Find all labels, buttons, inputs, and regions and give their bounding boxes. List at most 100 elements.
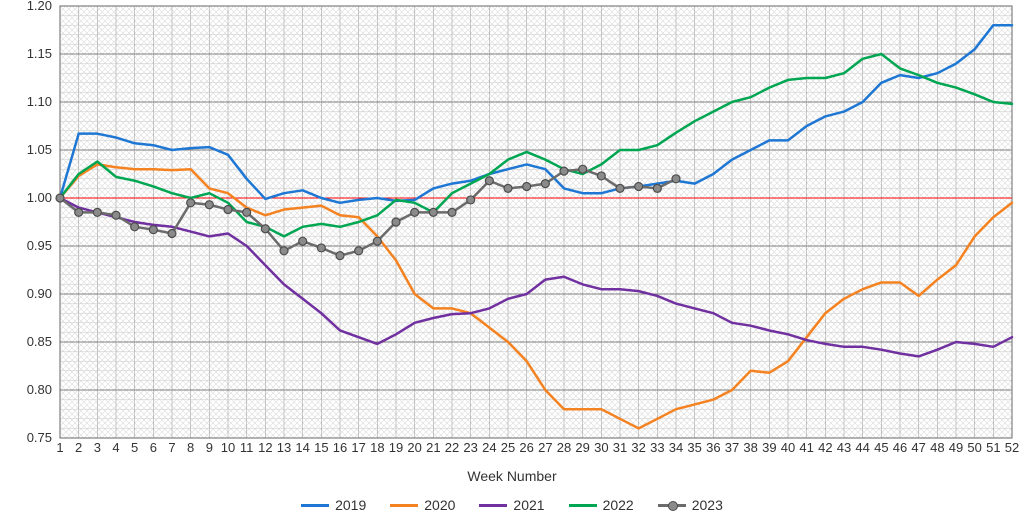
- series-marker-2023: [392, 218, 400, 226]
- svg-text:15: 15: [314, 440, 328, 455]
- series-marker-2023: [317, 244, 325, 252]
- svg-text:45: 45: [874, 440, 888, 455]
- series-marker-2023: [131, 223, 139, 231]
- svg-text:12: 12: [258, 440, 272, 455]
- series-marker-2023: [112, 211, 120, 219]
- svg-text:17: 17: [351, 440, 365, 455]
- svg-text:40: 40: [781, 440, 795, 455]
- series-marker-2023: [355, 247, 363, 255]
- svg-text:31: 31: [613, 440, 627, 455]
- svg-text:11: 11: [240, 440, 254, 455]
- legend-label: 2021: [513, 497, 544, 513]
- series-marker-2023: [597, 172, 605, 180]
- svg-text:42: 42: [818, 440, 832, 455]
- svg-text:16: 16: [333, 440, 347, 455]
- series-marker-2023: [75, 208, 83, 216]
- series-marker-2023: [635, 182, 643, 190]
- svg-text:52: 52: [1005, 440, 1019, 455]
- svg-text:0.75: 0.75: [27, 430, 52, 445]
- svg-text:43: 43: [837, 440, 851, 455]
- svg-text:4: 4: [112, 440, 119, 455]
- svg-text:27: 27: [538, 440, 552, 455]
- legend-label: 2020: [424, 497, 455, 513]
- x-axis-title: Week Number: [0, 468, 1024, 484]
- series-marker-2023: [411, 208, 419, 216]
- legend-label: 2019: [335, 497, 366, 513]
- svg-text:35: 35: [687, 440, 701, 455]
- svg-text:47: 47: [911, 440, 925, 455]
- svg-text:0.90: 0.90: [27, 286, 52, 301]
- svg-text:18: 18: [370, 440, 384, 455]
- legend-item-2019: 2019: [301, 497, 366, 513]
- legend: 2019 2020 2021 2022 2023: [0, 496, 1024, 513]
- svg-text:28: 28: [557, 440, 571, 455]
- svg-text:21: 21: [426, 440, 440, 455]
- svg-text:8: 8: [187, 440, 194, 455]
- svg-text:1.15: 1.15: [27, 46, 52, 61]
- series-marker-2023: [299, 237, 307, 245]
- line-chart: 0.750.800.850.900.951.001.051.101.151.20…: [0, 0, 1024, 517]
- series-marker-2023: [616, 184, 624, 192]
- series-marker-2023: [56, 194, 64, 202]
- series-marker-2023: [149, 226, 157, 234]
- svg-text:1.10: 1.10: [27, 94, 52, 109]
- svg-text:9: 9: [206, 440, 213, 455]
- svg-text:41: 41: [799, 440, 813, 455]
- series-marker-2023: [205, 201, 213, 209]
- series-marker-2023: [448, 208, 456, 216]
- series-marker-2023: [261, 225, 269, 233]
- series-marker-2023: [579, 165, 587, 173]
- svg-text:3: 3: [94, 440, 101, 455]
- svg-text:20: 20: [407, 440, 421, 455]
- svg-text:5: 5: [131, 440, 138, 455]
- svg-text:30: 30: [594, 440, 608, 455]
- svg-text:1.05: 1.05: [27, 142, 52, 157]
- svg-text:29: 29: [575, 440, 589, 455]
- series-marker-2023: [373, 237, 381, 245]
- legend-label: 2022: [603, 497, 634, 513]
- svg-text:22: 22: [445, 440, 459, 455]
- series-marker-2023: [560, 167, 568, 175]
- svg-text:26: 26: [519, 440, 533, 455]
- svg-text:44: 44: [855, 440, 869, 455]
- svg-text:1: 1: [56, 440, 63, 455]
- series-marker-2023: [243, 208, 251, 216]
- svg-text:14: 14: [295, 440, 309, 455]
- legend-item-2023: 2023: [658, 497, 723, 513]
- series-marker-2023: [467, 196, 475, 204]
- chart-container: 0.750.800.850.900.951.001.051.101.151.20…: [0, 0, 1024, 517]
- svg-text:24: 24: [482, 440, 496, 455]
- svg-text:0.95: 0.95: [27, 238, 52, 253]
- svg-text:32: 32: [631, 440, 645, 455]
- svg-text:37: 37: [725, 440, 739, 455]
- legend-label: 2023: [692, 497, 723, 513]
- svg-text:23: 23: [463, 440, 477, 455]
- legend-item-2021: 2021: [479, 497, 544, 513]
- series-marker-2023: [504, 184, 512, 192]
- svg-text:0.80: 0.80: [27, 382, 52, 397]
- series-marker-2023: [93, 208, 101, 216]
- series-marker-2023: [280, 247, 288, 255]
- series-marker-2023: [168, 230, 176, 238]
- legend-item-2022: 2022: [569, 497, 634, 513]
- svg-text:6: 6: [150, 440, 157, 455]
- series-marker-2023: [336, 252, 344, 260]
- svg-text:34: 34: [669, 440, 683, 455]
- series-marker-2023: [485, 177, 493, 185]
- svg-text:0.85: 0.85: [27, 334, 52, 349]
- legend-item-2020: 2020: [390, 497, 455, 513]
- series-marker-2023: [672, 175, 680, 183]
- svg-text:50: 50: [967, 440, 981, 455]
- svg-text:33: 33: [650, 440, 664, 455]
- svg-text:39: 39: [762, 440, 776, 455]
- series-marker-2023: [429, 208, 437, 216]
- series-marker-2023: [224, 206, 232, 214]
- series-marker-2023: [653, 184, 661, 192]
- svg-text:7: 7: [168, 440, 175, 455]
- svg-text:19: 19: [389, 440, 403, 455]
- series-marker-2023: [187, 199, 195, 207]
- series-marker-2023: [523, 182, 531, 190]
- svg-text:51: 51: [986, 440, 1000, 455]
- svg-text:36: 36: [706, 440, 720, 455]
- svg-text:13: 13: [277, 440, 291, 455]
